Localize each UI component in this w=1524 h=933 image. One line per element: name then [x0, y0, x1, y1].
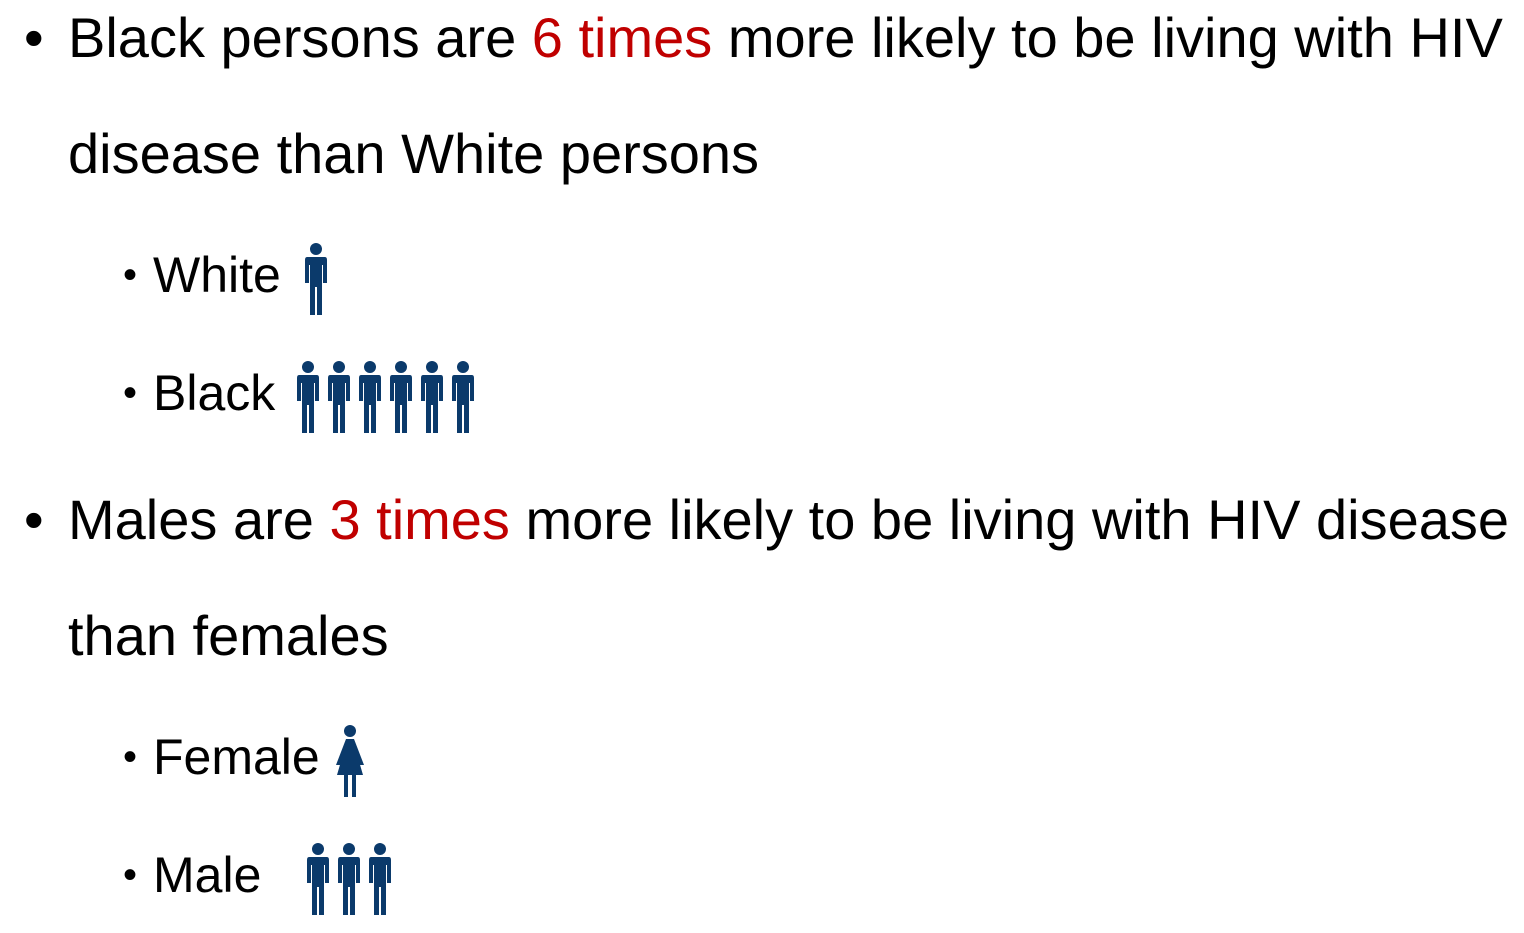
person-icons [297, 360, 475, 433]
sub-bullet: Female [123, 699, 366, 815]
highlight: 6 times [531, 6, 713, 69]
text: Black persons are [68, 6, 532, 69]
bullet: Black persons are 6 times more likely to… [24, 0, 1518, 212]
person-icons [307, 842, 392, 915]
label: Female [153, 729, 320, 785]
bullet: Males are 3 times more likely to be livi… [24, 462, 1518, 694]
text: Males are [68, 488, 330, 551]
sub-bullet: Male [123, 817, 415, 933]
label: Male [153, 847, 262, 903]
text: more likely to be living with HIV diseas… [68, 6, 1503, 185]
sub-bullet: Black [123, 335, 495, 451]
person-icons [304, 242, 327, 315]
highlight: 3 times [329, 488, 510, 551]
sub-bullet: White [123, 217, 331, 333]
label: White [153, 247, 281, 303]
label: Black [153, 365, 276, 421]
person-icons [335, 724, 364, 797]
text: more likely to be living with HIV diseas… [68, 488, 1510, 667]
